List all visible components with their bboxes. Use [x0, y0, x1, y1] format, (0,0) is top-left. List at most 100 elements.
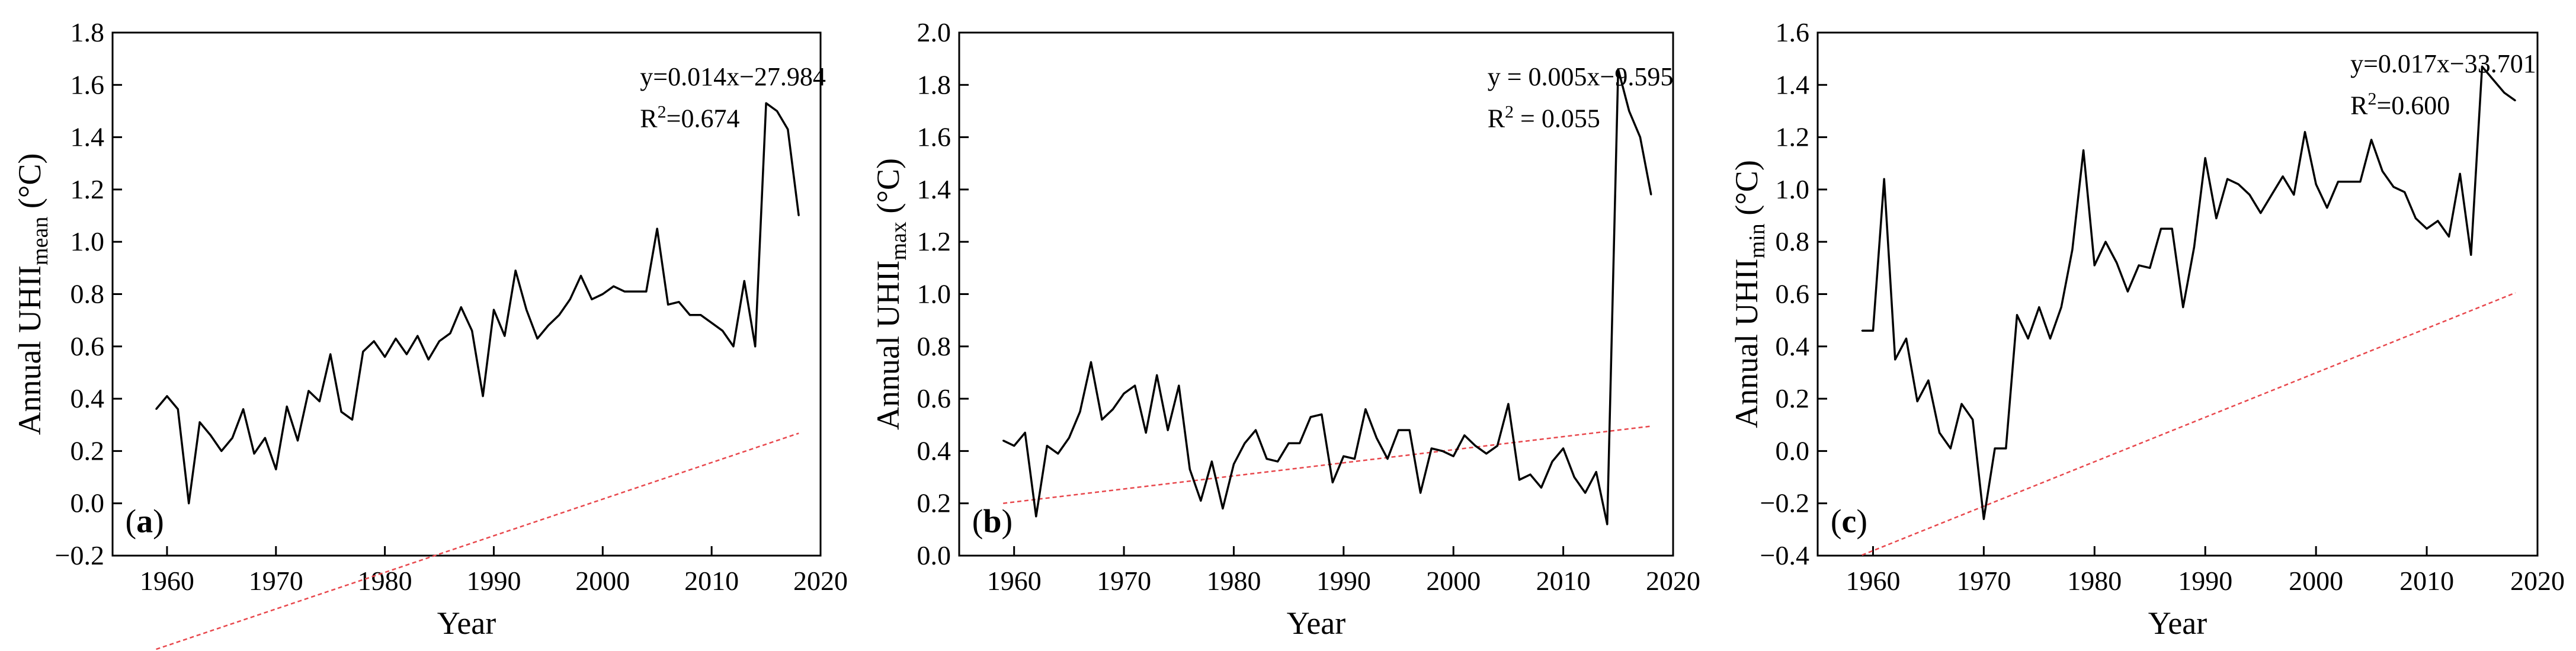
- data-point: [2437, 220, 2439, 222]
- data-point: [2205, 157, 2206, 159]
- data-point: [1927, 379, 1930, 381]
- data-point: [1255, 429, 1257, 431]
- x-tick-label: 1960: [140, 566, 194, 596]
- y-tick-label: 1.4: [71, 122, 105, 152]
- x-tick-label: 2010: [2399, 566, 2454, 596]
- data-point: [1540, 487, 1542, 489]
- y-tick-label: 0.0: [71, 488, 105, 518]
- data-point: [1321, 413, 1322, 415]
- y-tick-label: 1.2: [71, 174, 105, 204]
- data-point: [2293, 194, 2295, 195]
- data-point: [1628, 110, 1630, 112]
- data-point: [1939, 432, 1940, 434]
- data-point: [645, 290, 648, 293]
- data-point: [1408, 429, 1411, 431]
- data-point: [1057, 453, 1059, 455]
- y-tick-label: 0.8: [71, 279, 105, 309]
- data-point: [1112, 408, 1114, 410]
- data-point: [678, 301, 680, 303]
- data-point: [1453, 456, 1454, 457]
- x-tick-label: 1990: [1316, 566, 1371, 596]
- series-line: [1002, 68, 1652, 525]
- x-axis-label: Year: [2148, 605, 2207, 641]
- data-point: [722, 330, 723, 332]
- data-point: [2337, 181, 2339, 182]
- data-point: [177, 408, 179, 410]
- data-point: [2016, 314, 2018, 316]
- data-point: [1584, 492, 1586, 494]
- panel-label: (c): [1831, 503, 1867, 540]
- x-tick-label: 2000: [575, 566, 630, 596]
- data-point: [1354, 458, 1356, 460]
- data-point: [395, 338, 397, 339]
- data-point: [1343, 456, 1345, 457]
- y-tick-label: 0.2: [1776, 383, 1810, 413]
- y-tick-label: 1.8: [71, 17, 105, 47]
- data-point: [1386, 458, 1389, 460]
- data-point: [2481, 66, 2483, 68]
- r-squared-label: R2 = 0.055: [1488, 102, 1600, 133]
- x-tick-label: 2020: [793, 566, 848, 596]
- data-point: [1265, 458, 1268, 460]
- x-axis-label: Year: [437, 605, 496, 641]
- data-point: [1364, 408, 1367, 410]
- y-tick-label: 0.4: [917, 435, 951, 466]
- data-point: [1595, 471, 1597, 473]
- data-point: [1872, 330, 1874, 332]
- y-tick-label: 1.2: [1776, 122, 1810, 152]
- data-point: [754, 345, 756, 347]
- data-point: [1905, 338, 1907, 339]
- x-tick-label: 1960: [1846, 566, 1900, 596]
- data-point: [340, 411, 342, 413]
- data-point: [373, 340, 375, 342]
- data-point: [188, 502, 190, 504]
- data-point: [155, 408, 157, 410]
- y-tick-label: 0.2: [71, 435, 105, 466]
- y-tick-label: −0.2: [1760, 488, 1809, 518]
- data-point: [1024, 432, 1026, 434]
- data-point: [1518, 479, 1520, 481]
- data-point: [547, 325, 549, 326]
- trend-line: [1861, 292, 2516, 556]
- data-point: [2415, 217, 2417, 219]
- x-tick-label: 2000: [1426, 566, 1481, 596]
- data-point: [460, 306, 462, 308]
- y-tick-label: 0.2: [917, 488, 951, 518]
- data-point: [416, 335, 418, 337]
- y-axis-label: Annual UHIImean (°C): [12, 153, 53, 435]
- data-point: [2082, 149, 2084, 151]
- r-squared-label: R2=0.674: [640, 102, 739, 133]
- data-point: [2226, 178, 2228, 180]
- data-point: [667, 303, 669, 306]
- y-tick-label: 0.0: [1776, 435, 1810, 466]
- y-tick-label: 1.2: [917, 226, 951, 256]
- data-point: [166, 395, 168, 397]
- x-tick-label: 2010: [684, 566, 739, 596]
- series-line: [1861, 65, 2516, 520]
- data-point: [1079, 411, 1081, 413]
- data-point: [602, 293, 604, 295]
- data-point: [362, 351, 364, 352]
- data-point: [2392, 186, 2395, 188]
- data-point: [264, 437, 266, 439]
- x-tick-label: 1980: [2067, 566, 2122, 596]
- data-point: [1123, 393, 1125, 395]
- y-tick-label: 0.4: [1776, 331, 1810, 361]
- r-squared-label: R2=0.600: [2350, 89, 2450, 120]
- data-point: [2071, 249, 2074, 251]
- chart-panel-c: −0.4 −0.2 0.0 0.2 0.4 0.6 0.8 1.0 1.2 1.4 1.6 1960 1…: [1729, 17, 2565, 641]
- x-tick-label: 1990: [2178, 566, 2232, 596]
- x-axis-label: Year: [1287, 605, 1346, 641]
- data-point: [2382, 170, 2383, 172]
- data-point: [2459, 173, 2461, 175]
- data-point: [776, 110, 778, 112]
- x-tick-label: 2020: [2510, 566, 2565, 596]
- data-point: [1013, 445, 1015, 447]
- data-point: [242, 408, 244, 410]
- data-point: [744, 280, 745, 282]
- data-point: [307, 390, 310, 392]
- y-tick-label: 0.0: [917, 540, 951, 570]
- data-point: [1994, 447, 1996, 450]
- data-point: [1211, 460, 1213, 463]
